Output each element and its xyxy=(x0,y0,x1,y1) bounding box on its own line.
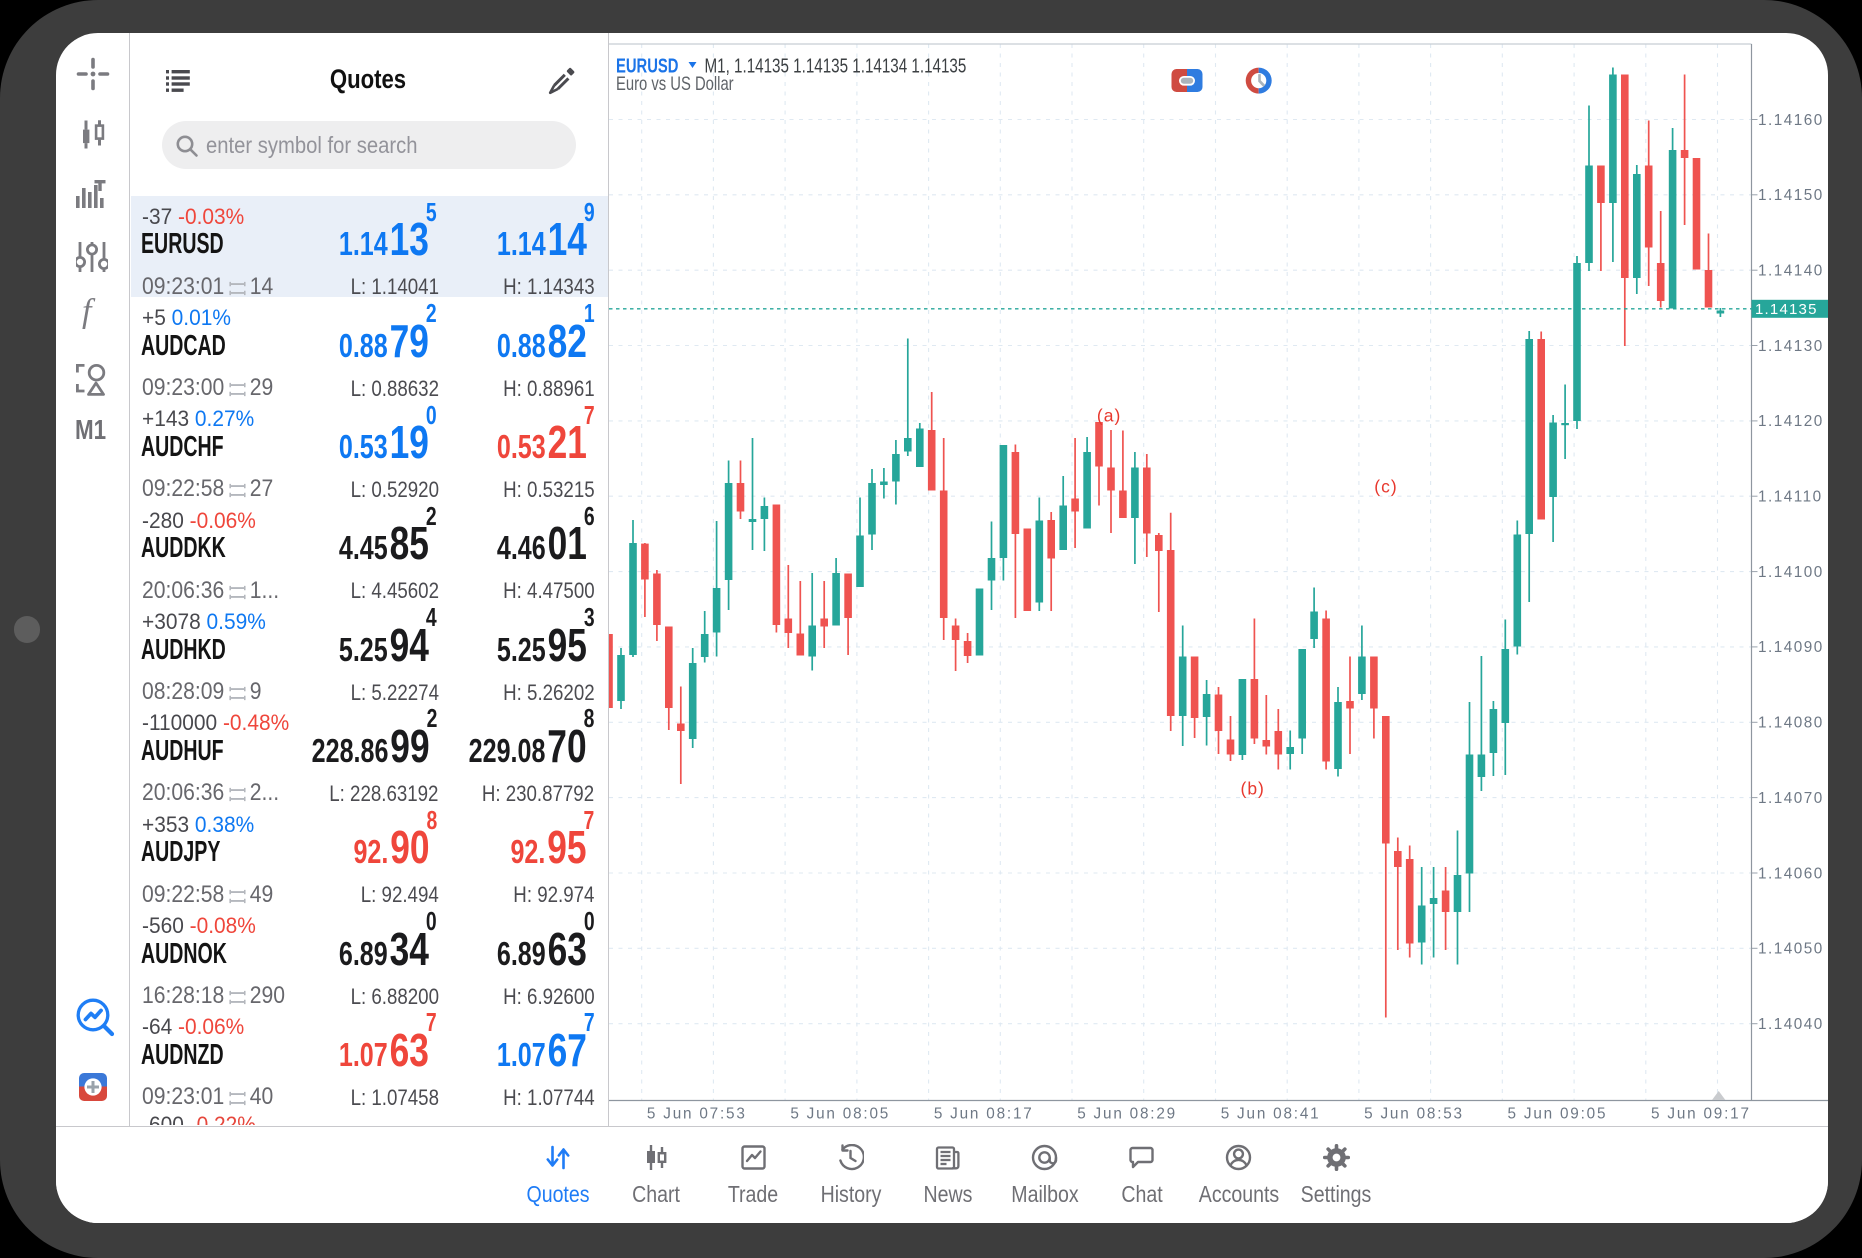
svg-text:1.14135: 1.14135 xyxy=(1755,301,1818,318)
svg-text:1.14060: 1.14060 xyxy=(1758,865,1824,882)
svg-text:(b): (b) xyxy=(1240,779,1264,799)
svg-text:1.14090: 1.14090 xyxy=(1758,639,1824,656)
svg-text:1.14110: 1.14110 xyxy=(1758,489,1823,506)
svg-text:5 Jun 07:53: 5 Jun 07:53 xyxy=(646,1105,746,1122)
svg-text:1.14040: 1.14040 xyxy=(1758,1016,1824,1033)
svg-text:1.14120: 1.14120 xyxy=(1758,413,1824,430)
svg-text:Euro vs US Dollar: Euro vs US Dollar xyxy=(616,73,734,94)
svg-text:M1, 1.14135 1.14135 1.14134 1.: M1, 1.14135 1.14135 1.14134 1.14135 xyxy=(704,54,966,77)
svg-text:(c): (c) xyxy=(1374,477,1397,497)
svg-text:1.14130: 1.14130 xyxy=(1758,338,1824,355)
svg-text:5 Jun 08:53: 5 Jun 08:53 xyxy=(1364,1105,1464,1122)
svg-text:1.14070: 1.14070 xyxy=(1758,790,1824,807)
svg-text:5 Jun 08:29: 5 Jun 08:29 xyxy=(1077,1105,1177,1122)
svg-text:5 Jun 09:05: 5 Jun 09:05 xyxy=(1507,1105,1607,1122)
svg-text:1.14050: 1.14050 xyxy=(1758,941,1824,958)
svg-text:1.14100: 1.14100 xyxy=(1758,564,1824,581)
svg-text:1.14080: 1.14080 xyxy=(1758,715,1824,732)
svg-text:EURUSD: EURUSD xyxy=(616,54,678,77)
svg-text:5 Jun 08:17: 5 Jun 08:17 xyxy=(933,1105,1033,1122)
svg-text:(a): (a) xyxy=(1096,406,1120,426)
svg-text:1.14150: 1.14150 xyxy=(1758,187,1824,204)
svg-text:5 Jun 08:41: 5 Jun 08:41 xyxy=(1220,1105,1320,1122)
svg-text:5 Jun 09:17: 5 Jun 09:17 xyxy=(1651,1105,1751,1122)
svg-text:1.14140: 1.14140 xyxy=(1758,263,1824,280)
svg-text:1.14160: 1.14160 xyxy=(1758,112,1824,129)
svg-text:5 Jun 08:05: 5 Jun 08:05 xyxy=(790,1105,890,1122)
